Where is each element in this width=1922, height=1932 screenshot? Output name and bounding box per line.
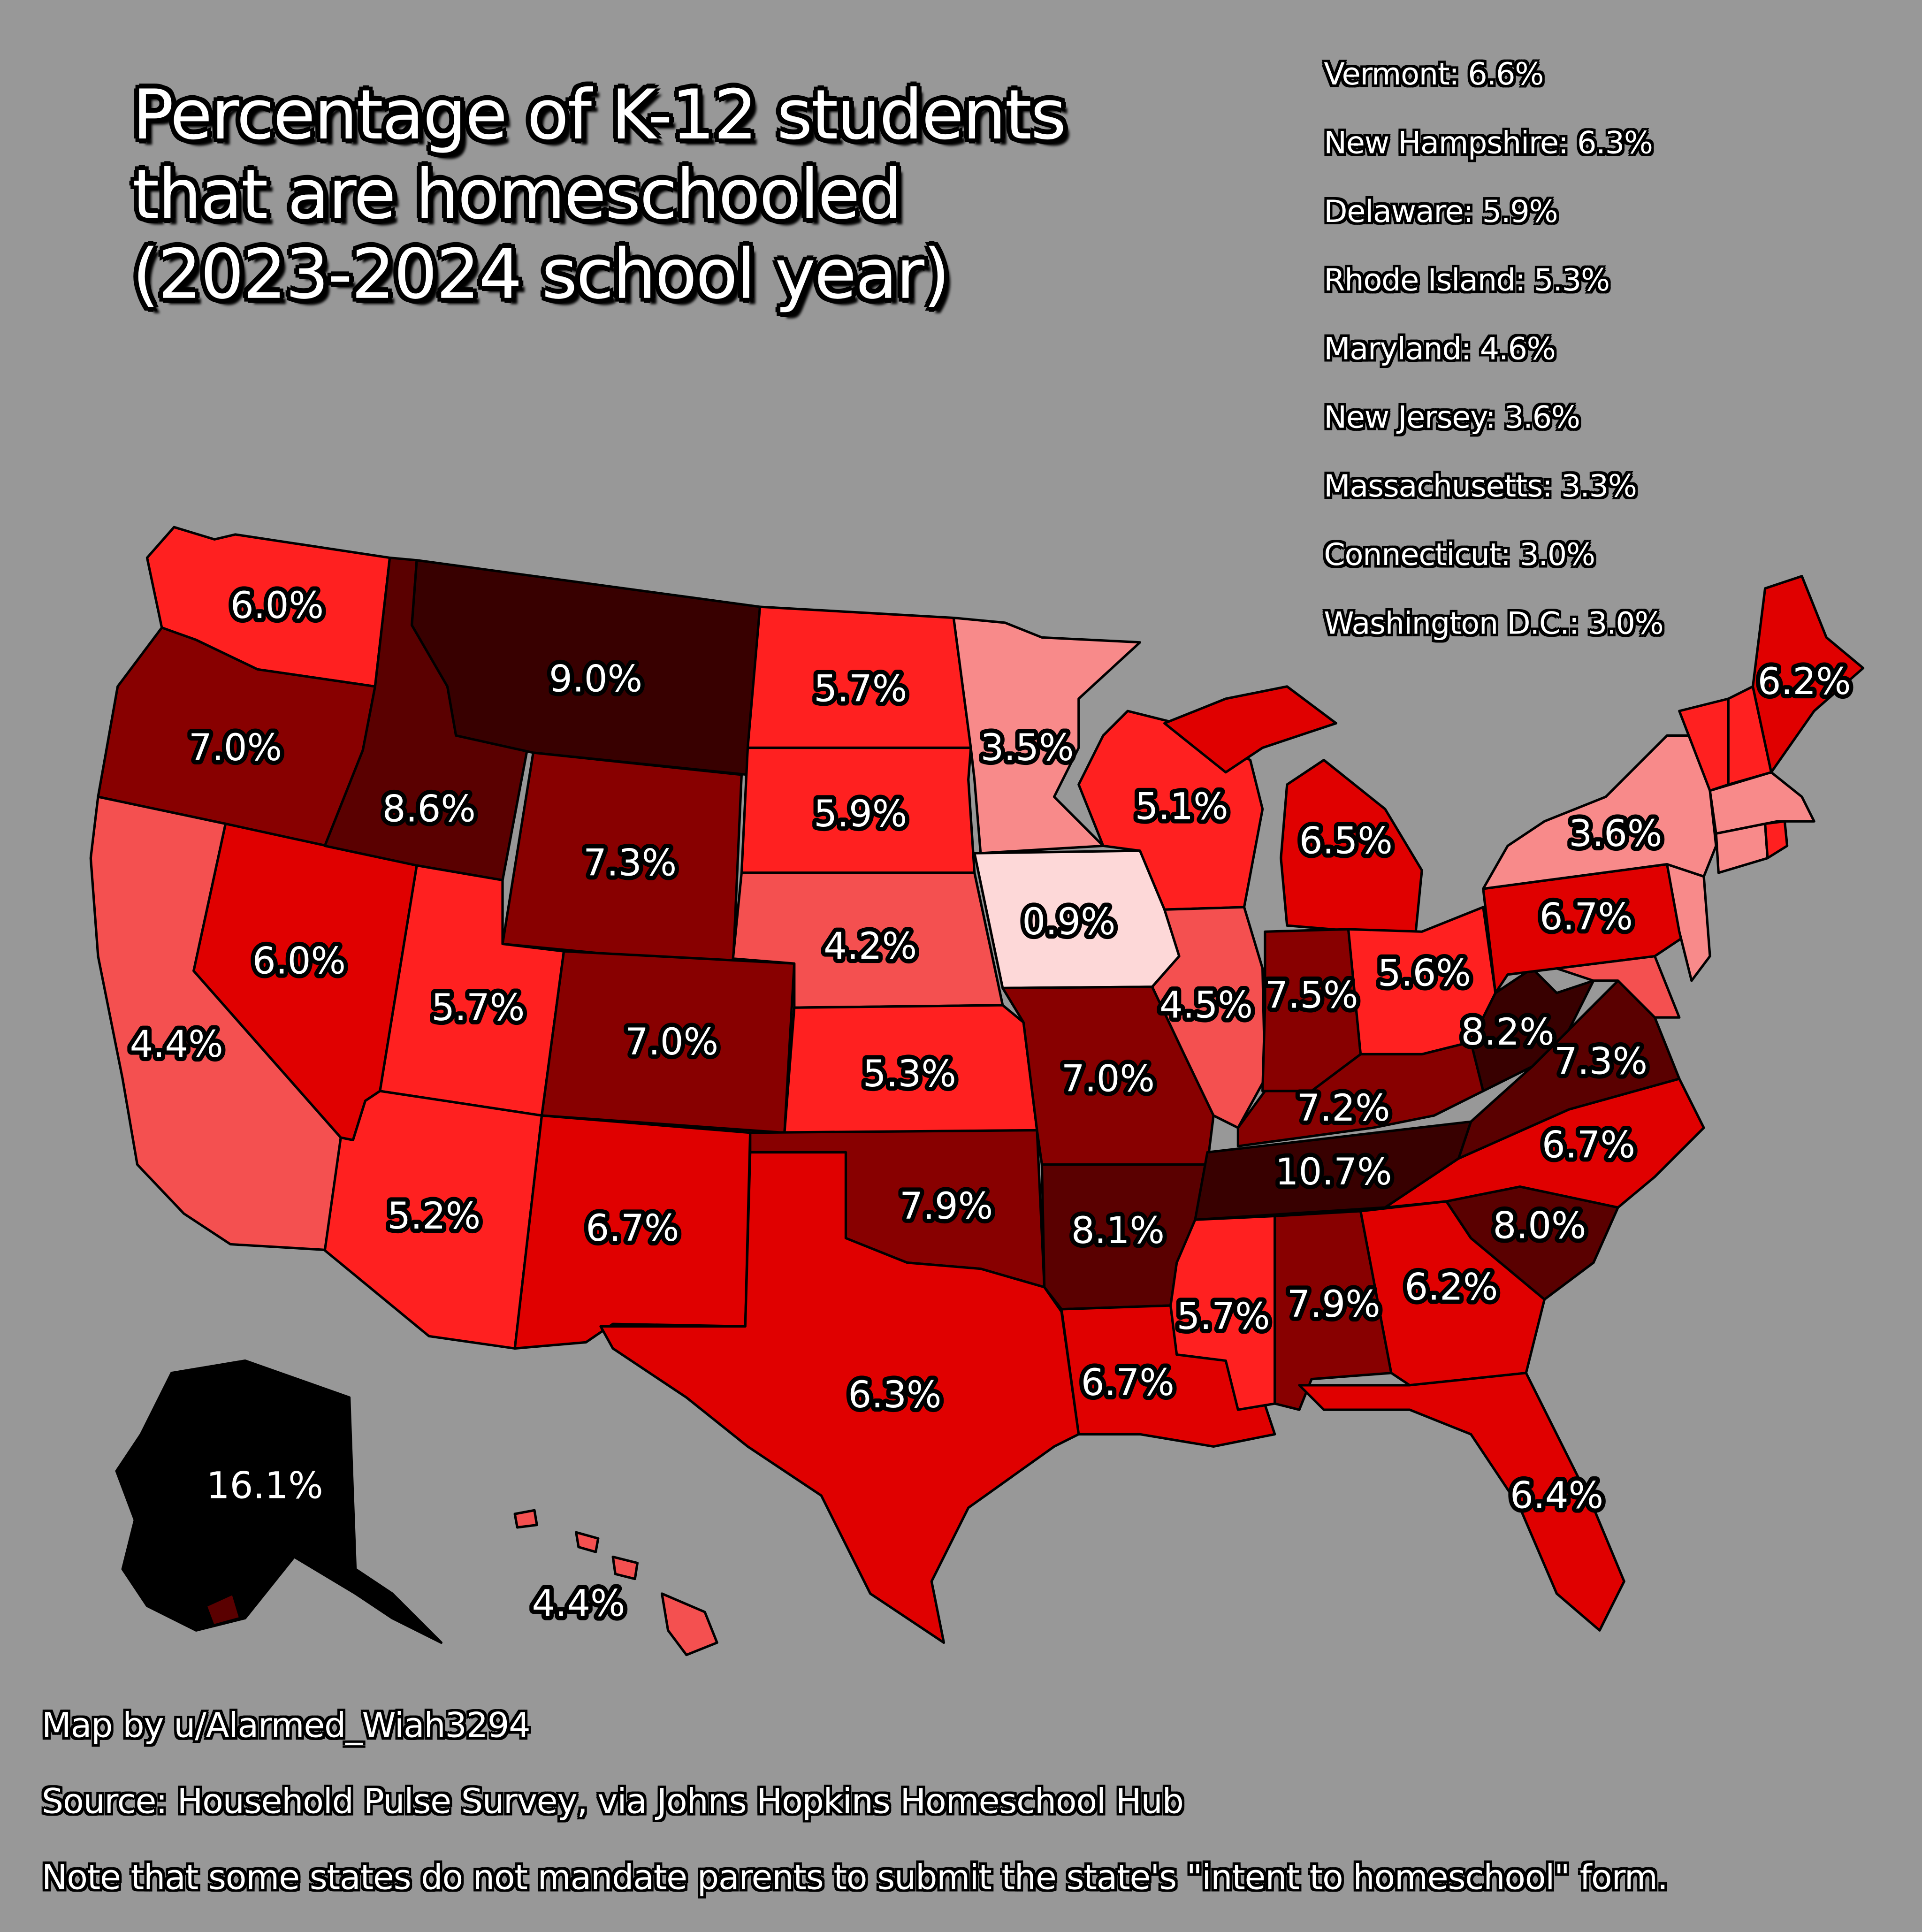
- label-oregon: 7.0%: [189, 726, 282, 769]
- state-alaska-islands: [205, 1592, 242, 1627]
- label-michigan: 6.5%: [1299, 820, 1393, 863]
- list-item: Delaware: 5.9%: [1324, 193, 1558, 229]
- title-line-1: Percentage of K-12 students: [132, 76, 1066, 156]
- label-montana: 9.0%: [549, 658, 642, 701]
- label-georgia: 6.2%: [1404, 1266, 1498, 1308]
- state-texas[interactable]: [599, 1151, 1080, 1644]
- label-arizona: 5.2%: [387, 1195, 480, 1237]
- list-item: New Jersey: 3.6%: [1324, 399, 1580, 435]
- list-item: Connecticut: 3.0%: [1324, 537, 1595, 573]
- state-alaska[interactable]: [115, 1359, 443, 1644]
- label-missouri: 7.0%: [1061, 1057, 1155, 1100]
- state-illinois[interactable]: [1151, 906, 1266, 1129]
- label-north-dakota: 5.7%: [814, 668, 907, 710]
- label-north-carolina: 6.7%: [1542, 1123, 1635, 1166]
- label-south-dakota: 5.9%: [814, 793, 907, 835]
- label-ohio: 5.6%: [1378, 952, 1471, 995]
- label-wyoming: 7.3%: [583, 842, 677, 885]
- label-illinois: 4.5%: [1159, 984, 1253, 1027]
- label-virginia: 7.3%: [1554, 1040, 1647, 1083]
- label-indiana: 7.5%: [1265, 974, 1358, 1017]
- label-arkansas: 8.1%: [1071, 1209, 1165, 1252]
- state-minnesota[interactable]: [952, 616, 1141, 855]
- note-text: Note that some states do not mandate par…: [41, 1857, 1668, 1898]
- label-alaska: 16.1%: [206, 1465, 323, 1507]
- title-line-3: (2023-2024 school year): [132, 235, 950, 315]
- label-south-carolina: 8.0%: [1493, 1205, 1586, 1247]
- label-texas: 6.3%: [848, 1374, 941, 1416]
- label-maine: 6.2%: [1758, 660, 1851, 703]
- map-footer: Map by u/Alarmed_Wiah3294 Source: Househ…: [42, 1704, 1668, 1932]
- label-nevada: 6.0%: [252, 940, 346, 983]
- label-hawaii: 4.4%: [532, 1582, 625, 1625]
- label-kansas: 5.3%: [863, 1053, 956, 1095]
- label-new-york: 3.6%: [1569, 812, 1662, 855]
- label-wisconsin: 5.1%: [1135, 785, 1228, 828]
- map-title: Percentage of K-12 students that are hom…: [132, 76, 1236, 315]
- source-text: Source: Household Pulse Survey, via John…: [41, 1781, 1184, 1822]
- label-pennsylvania: 6.7%: [1540, 895, 1633, 938]
- credit-text: Map by u/Alarmed_Wiah3294: [41, 1705, 531, 1746]
- state-connecticut[interactable]: [1715, 822, 1769, 874]
- label-mississippi: 5.7%: [1176, 1295, 1270, 1338]
- label-colorado: 7.0%: [625, 1021, 718, 1063]
- label-oklahoma: 7.9%: [900, 1185, 993, 1228]
- list-item: New Hampshire: 6.3%: [1324, 125, 1653, 161]
- label-iowa: 0.9%: [1022, 901, 1115, 943]
- label-new-mexico: 6.7%: [586, 1207, 679, 1250]
- label-idaho: 8.6%: [382, 788, 476, 831]
- list-item: Massachusetts: 3.3%: [1324, 468, 1637, 504]
- label-louisiana: 6.7%: [1081, 1361, 1175, 1404]
- label-minnesota: 3.5%: [981, 726, 1074, 769]
- state-rhode-island[interactable]: [1764, 820, 1789, 860]
- label-tennessee: 10.7%: [1275, 1151, 1392, 1193]
- state-hawaii[interactable]: [513, 1509, 718, 1657]
- list-item: Maryland: 4.6%: [1324, 331, 1556, 367]
- list-item: Washington D.C.: 3.0%: [1324, 605, 1663, 641]
- northeast-values-list: Vermont: 6.6% New Hampshire: 6.3% Delawa…: [1324, 54, 1663, 672]
- label-kentucky: 7.2%: [1297, 1087, 1390, 1130]
- label-california: 4.4%: [130, 1023, 223, 1066]
- title-line-2: that are homeschooled: [132, 155, 902, 236]
- state-maine[interactable]: [1751, 575, 1865, 774]
- label-washington: 6.0%: [230, 584, 324, 627]
- list-item: Rhode Island: 5.3%: [1324, 262, 1610, 298]
- label-florida: 6.4%: [1510, 1474, 1603, 1517]
- label-nebraska: 4.2%: [824, 925, 917, 968]
- list-item: Vermont: 6.6%: [1324, 56, 1544, 92]
- label-utah: 5.7%: [431, 986, 525, 1029]
- label-west-virginia: 8.2%: [1461, 1011, 1555, 1054]
- state-florida[interactable]: [1298, 1372, 1625, 1632]
- label-alabama: 7.9%: [1287, 1283, 1380, 1326]
